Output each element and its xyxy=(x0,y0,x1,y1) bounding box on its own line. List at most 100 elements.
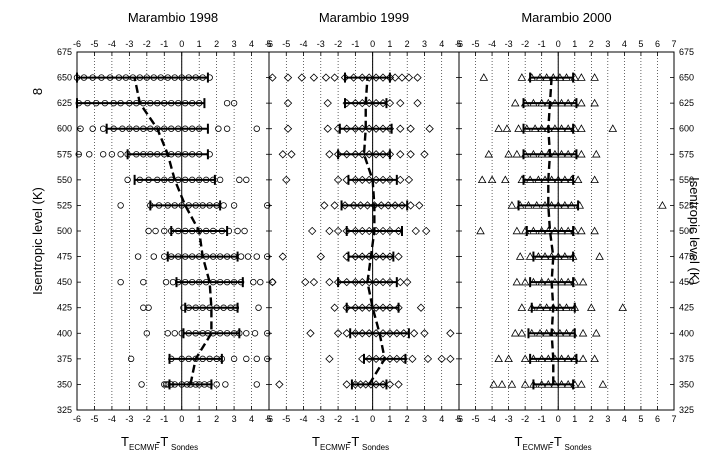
x-tick-label-bottom: -5 xyxy=(282,414,290,424)
x-tick-label-bottom: 2 xyxy=(214,414,219,424)
y-tick-label-right: 350 xyxy=(679,379,694,389)
data-point-diamond xyxy=(323,124,332,133)
data-point-diamond xyxy=(404,73,414,82)
data-point-diamond xyxy=(358,277,367,287)
data-point-diamond xyxy=(325,226,334,236)
data-point-diamond xyxy=(420,150,429,159)
data-point-diamond xyxy=(385,252,395,261)
data-point-diamond xyxy=(378,73,388,82)
data-point-diamond xyxy=(342,329,351,338)
data-point-diamond xyxy=(422,226,431,236)
data-point-circle xyxy=(134,253,142,260)
x-tick-label-bottom: 2 xyxy=(405,414,410,424)
data-point-diamond xyxy=(406,124,415,133)
x-tick-label-bottom: -5 xyxy=(90,414,98,424)
x-tick-label-bottom: -5 xyxy=(472,414,480,424)
data-point-circle xyxy=(99,151,107,158)
data-point-diamond xyxy=(342,277,351,287)
y-tick-label-right: 375 xyxy=(679,354,694,364)
x-tick-label-bottom: 0 xyxy=(370,414,375,424)
data-point-triangle xyxy=(608,124,618,132)
data-point-circle xyxy=(89,125,96,132)
data-point-triangle xyxy=(520,354,530,363)
data-point-circle xyxy=(241,227,248,235)
data-point-diamond xyxy=(406,150,415,159)
data-point-triangle xyxy=(494,354,503,363)
data-point-circle xyxy=(253,355,260,363)
data-point-diamond xyxy=(371,175,381,185)
x-tick-label-bottom: 3 xyxy=(422,414,427,424)
data-point-diamond xyxy=(351,150,360,159)
data-point-diamond xyxy=(351,124,360,133)
x-axis-label-minus-t: -T xyxy=(156,434,168,449)
data-point-diamond xyxy=(321,73,331,82)
x-tick-label-bottom: 6 xyxy=(655,414,660,424)
data-point-triangle xyxy=(573,175,583,184)
x-tick-label-bottom: -1 xyxy=(351,414,359,424)
data-point-triangle xyxy=(591,149,601,158)
y-tick-label-left: 400 xyxy=(57,328,72,338)
data-point-circle xyxy=(230,202,238,209)
data-point-triangle xyxy=(512,277,522,286)
data-point-circle xyxy=(216,176,224,184)
mean-profile-line xyxy=(547,77,555,385)
data-point-triangle xyxy=(590,175,599,184)
data-point-diamond xyxy=(365,354,374,364)
data-point-diamond xyxy=(358,175,367,185)
data-point-diamond xyxy=(371,73,381,82)
y-tick-label-right: 675 xyxy=(679,47,694,57)
data-point-circle xyxy=(138,381,145,388)
data-point-diamond xyxy=(351,98,360,108)
data-point-diamond xyxy=(404,175,414,185)
x-tick-label-bottom: -6 xyxy=(73,414,81,424)
data-point-circle xyxy=(230,355,238,363)
data-point-diamond xyxy=(394,252,403,261)
data-point-diamond xyxy=(365,150,374,159)
data-point-diamond xyxy=(378,277,388,287)
data-point-triangle xyxy=(577,98,586,107)
x-tick-label-top: 4 xyxy=(249,39,254,49)
data-point-triangle xyxy=(514,124,523,132)
data-point-circle xyxy=(243,176,250,184)
x-tick-label-bottom: -2 xyxy=(334,414,342,424)
data-point-triangle xyxy=(577,73,586,81)
data-point-diamond xyxy=(371,98,381,108)
data-point-circle xyxy=(117,202,124,209)
x-tick-label-bottom: 0 xyxy=(179,414,184,424)
x-tick-label-top: -5 xyxy=(90,39,98,49)
data-point-diamond xyxy=(268,277,277,287)
data-point-diamond xyxy=(392,329,401,338)
x-tick-label-bottom: 5 xyxy=(266,414,271,424)
x-tick-label-top: 3 xyxy=(422,39,427,49)
data-point-triangle xyxy=(504,149,513,158)
data-point-diamond xyxy=(371,354,381,364)
data-point-diamond xyxy=(282,175,291,185)
data-point-triangle xyxy=(507,201,517,209)
data-point-triangle xyxy=(515,252,525,260)
data-point-circle xyxy=(152,227,159,235)
y-tick-label-left: 500 xyxy=(57,226,72,236)
data-point-circle xyxy=(108,151,116,158)
data-point-diamond xyxy=(330,303,339,312)
x-tick-label-bottom: -3 xyxy=(505,414,513,424)
data-point-diamond xyxy=(371,329,381,338)
data-point-diamond xyxy=(363,201,372,210)
x-tick-label-top: 2 xyxy=(214,39,219,49)
data-point-diamond xyxy=(411,226,420,236)
data-point-diamond xyxy=(349,73,358,82)
x-tick-label-top: -3 xyxy=(505,39,513,49)
data-point-triangle xyxy=(494,124,503,132)
data-point-diamond xyxy=(396,150,405,159)
data-point-diamond xyxy=(385,277,395,287)
data-point-diamond xyxy=(358,329,367,338)
x-tick-label-bottom: 1 xyxy=(387,414,392,424)
y-tick-label-left: 475 xyxy=(57,252,72,262)
data-point-circle xyxy=(161,381,168,388)
x-axis-label-minus-t: -T xyxy=(347,434,359,449)
x-tick-label-top: 0 xyxy=(179,39,184,49)
mean-profile-line xyxy=(362,77,386,386)
data-point-circle xyxy=(257,278,264,286)
x-tick-label-top: -4 xyxy=(488,39,496,49)
